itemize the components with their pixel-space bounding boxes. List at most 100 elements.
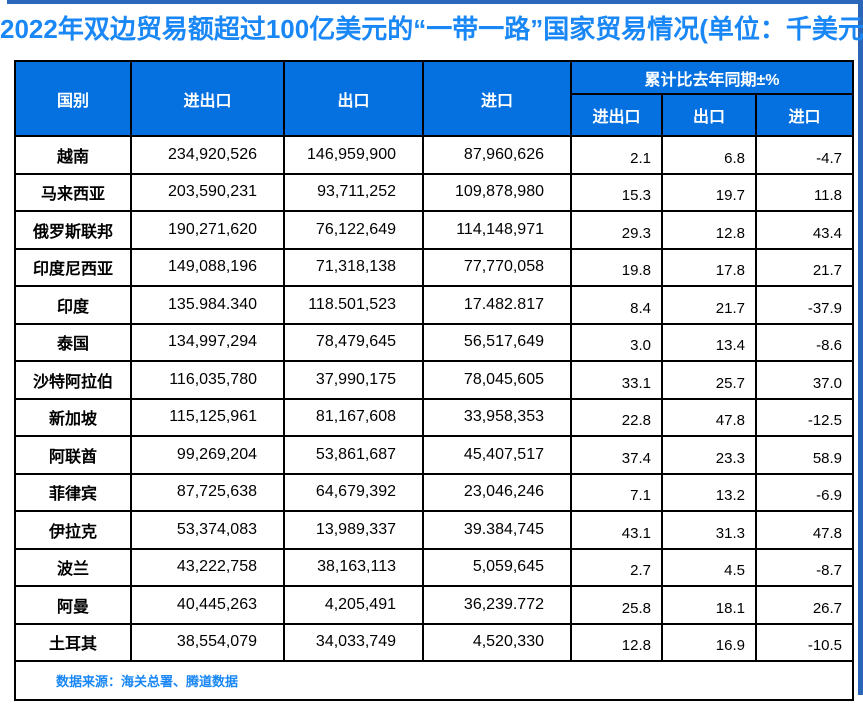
country-cell: 马来西亚	[14, 172, 132, 212]
yoy-export-cell: 19.7	[661, 172, 757, 212]
country-cell: 印度尼西亚	[14, 247, 132, 287]
yoy-import-cell: -8.7	[754, 547, 855, 587]
yoy-import-cell: -10.5	[754, 622, 855, 662]
yoy-export-cell: 6.8	[661, 135, 757, 175]
yoy-export-cell: 12.8	[661, 210, 757, 250]
yoy-total-cell: 12.8	[570, 622, 663, 662]
yoy-total-cell: 8.4	[570, 285, 663, 325]
import-cell: 45,407,517	[422, 435, 572, 475]
header-yoy-total: 进出口	[570, 93, 663, 137]
import-cell: 77,770,058	[422, 247, 572, 287]
country-cell: 越南	[14, 135, 132, 175]
yoy-export-cell: 13.4	[661, 322, 757, 362]
yoy-import-cell: 11.8	[754, 172, 855, 212]
export-cell: 38,163,113	[283, 547, 424, 587]
import-cell: 114,148,971	[422, 210, 572, 250]
import-cell: 17.482.817	[422, 285, 572, 325]
export-cell: 34,033,749	[283, 622, 424, 662]
yoy-total-cell: 19.8	[570, 247, 663, 287]
country-cell: 沙特阿拉伯	[14, 360, 132, 400]
yoy-import-cell: -12.5	[754, 397, 855, 437]
export-cell: 71,318,138	[283, 247, 424, 287]
table-row: 沙特阿拉伯 116,035,780 37,990,175 78,045,605 33.1…	[14, 360, 855, 400]
export-cell: 13,989,337	[283, 510, 424, 550]
export-cell: 64,679,392	[283, 472, 424, 512]
yoy-total-cell: 37.4	[570, 435, 663, 475]
total-cell: 116,035,780	[130, 360, 285, 400]
export-cell: 93,711,252	[283, 172, 424, 212]
import-cell: 78,045,605	[422, 360, 572, 400]
yoy-import-cell: 58.9	[754, 435, 855, 475]
table-row: 马来西亚 203,590,231 93,711,252 109,878,980 15.3…	[14, 172, 855, 212]
country-cell: 印度	[14, 285, 132, 325]
export-cell: 146,959,900	[283, 135, 424, 175]
yoy-export-cell: 23.3	[661, 435, 757, 475]
table-row: 新加坡 115,125,961 81,167,608 33,958,353 22.8 47…	[14, 397, 855, 437]
yoy-total-cell: 2.1	[570, 135, 663, 175]
country-cell: 泰国	[14, 322, 132, 362]
header-export: 出口	[283, 60, 424, 137]
total-cell: 149,088,196	[130, 247, 285, 287]
total-cell: 53,374,083	[130, 510, 285, 550]
table-row: 越南 234,920,526 146,959,900 87,960,626 2.1 6.8…	[14, 135, 855, 175]
export-cell: 53,861,687	[283, 435, 424, 475]
total-cell: 115,125,961	[130, 397, 285, 437]
yoy-total-cell: 15.3	[570, 172, 663, 212]
country-cell: 新加坡	[14, 397, 132, 437]
import-cell: 36,239.772	[422, 585, 572, 625]
yoy-total-cell: 29.3	[570, 210, 663, 250]
table-body: 越南 234,920,526 146,959,900 87,960,626 2.1 6.8…	[14, 135, 855, 662]
country-cell: 土耳其	[14, 622, 132, 662]
total-cell: 87,725,638	[130, 472, 285, 512]
export-cell: 37,990,175	[283, 360, 424, 400]
yoy-total-cell: 3.0	[570, 322, 663, 362]
table-row: 土耳其 38,554,079 34,033,749 4,520,330 12.8 16.9…	[14, 622, 855, 662]
table-row: 俄罗斯联邦 190,271,620 76,122,649 114,148,971 29.…	[14, 210, 855, 250]
yoy-export-cell: 25.7	[661, 360, 757, 400]
export-cell: 78,479,645	[283, 322, 424, 362]
header-total: 进出口	[130, 60, 285, 137]
country-cell: 波兰	[14, 547, 132, 587]
table-row: 阿曼 40,445,263 4,205,491 36,239.772 25.8 18.1 2…	[14, 585, 855, 625]
yoy-import-cell: 26.7	[754, 585, 855, 625]
export-cell: 76,122,649	[283, 210, 424, 250]
yoy-total-cell: 25.8	[570, 585, 663, 625]
table-row: 印度尼西亚 149,088,196 71,318,138 77,770,058 19.8…	[14, 247, 855, 287]
yoy-export-cell: 31.3	[661, 510, 757, 550]
total-cell: 134,997,294	[130, 322, 285, 362]
import-cell: 33,958,353	[422, 397, 572, 437]
yoy-export-cell: 16.9	[661, 622, 757, 662]
yoy-export-cell: 13.2	[661, 472, 757, 512]
yoy-import-cell: 21.7	[754, 247, 855, 287]
data-source-note: 数据来源：海关总署、腾道数据	[13, 660, 855, 701]
country-cell: 阿曼	[14, 585, 132, 625]
yoy-export-cell: 21.7	[661, 285, 757, 325]
yoy-total-cell: 22.8	[570, 397, 663, 437]
window-right-edge-line	[858, 0, 863, 695]
total-cell: 38,554,079	[130, 622, 285, 662]
yoy-export-cell: 17.8	[661, 247, 757, 287]
export-cell: 81,167,608	[283, 397, 424, 437]
header-country: 国别	[14, 60, 132, 137]
total-cell: 234,920,526	[130, 135, 285, 175]
import-cell: 87,960,626	[422, 135, 572, 175]
import-cell: 56,517,649	[422, 322, 572, 362]
yoy-export-cell: 4.5	[661, 547, 757, 587]
yoy-total-cell: 2.7	[570, 547, 663, 587]
import-cell: 109,878,980	[422, 172, 572, 212]
total-cell: 43,222,758	[130, 547, 285, 587]
table-row: 阿联酋 99,269,204 53,861,687 45,407,517 37.4 23.…	[14, 435, 855, 475]
total-cell: 135.984.340	[130, 285, 285, 325]
header-yoy-import: 进口	[754, 93, 855, 137]
yoy-import-cell: -6.9	[754, 472, 855, 512]
country-cell: 伊拉克	[14, 510, 132, 550]
table-header: 国别 进出口 出口 进口 累计比去年同期±% 进出口 出口 进口	[14, 60, 855, 137]
page-title: 2022年双边贸易额超过100亿美元的“一带一路”国家贸易情况(单位：千美元)	[0, 14, 863, 44]
table-row: 菲律宾 87,725,638 64,679,392 23,046,246 7.1 13.2…	[14, 472, 855, 512]
total-cell: 40,445,263	[130, 585, 285, 625]
table-row: 波兰 43,222,758 38,163,113 5,059,645 2.7 4.5 -8.…	[14, 547, 855, 587]
yoy-import-cell: -4.7	[754, 135, 855, 175]
country-cell: 菲律宾	[14, 472, 132, 512]
yoy-import-cell: -37.9	[754, 285, 855, 325]
